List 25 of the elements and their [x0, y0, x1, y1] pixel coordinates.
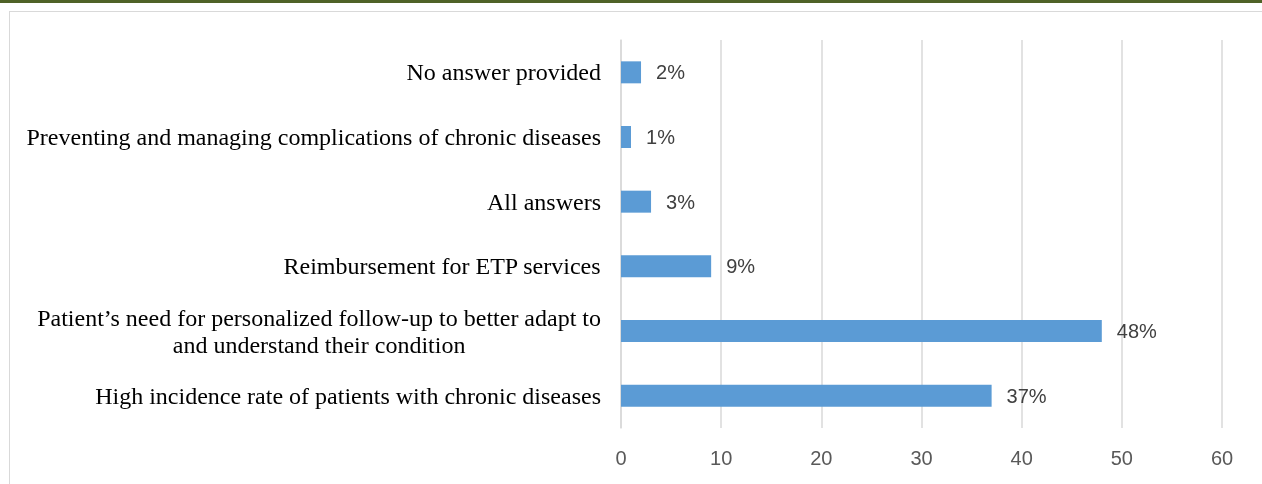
- y-tick-label: Patient’s need for personalized follow-up to better adapt to and understand their condition: [37, 304, 601, 358]
- y-tick-label: Reimbursement for ETP services: [283, 253, 601, 280]
- data-label: 3%: [666, 190, 696, 213]
- data-label: 1%: [646, 126, 676, 148]
- x-tick-label: 10: [710, 447, 733, 469]
- bar: [621, 255, 712, 278]
- y-tick-label: Preventing and managing complications of chronic diseases: [26, 124, 601, 150]
- x-tick-label: 0: [615, 447, 627, 469]
- data-label: 37%: [1006, 384, 1047, 407]
- data-label: 2%: [656, 61, 686, 84]
- bar: [621, 384, 992, 407]
- data-label: 48%: [1116, 320, 1158, 342]
- data-label: 9%: [726, 255, 756, 278]
- bar: [621, 190, 652, 213]
- x-tick-label: 60: [1210, 447, 1234, 469]
- x-tick-label: 50: [1110, 447, 1133, 469]
- x-tick-label: 40: [1010, 447, 1033, 469]
- bar: [621, 61, 642, 84]
- y-tick-label: High incidence rate of patients with chronic diseases: [95, 382, 601, 409]
- y-tick-label: All answers: [487, 188, 601, 215]
- y-tick-label: No answer provided: [406, 59, 602, 86]
- bar: [621, 126, 632, 148]
- bar: [621, 320, 1102, 342]
- x-tick-label: 30: [910, 447, 933, 469]
- x-tick-label: 20: [810, 447, 833, 469]
